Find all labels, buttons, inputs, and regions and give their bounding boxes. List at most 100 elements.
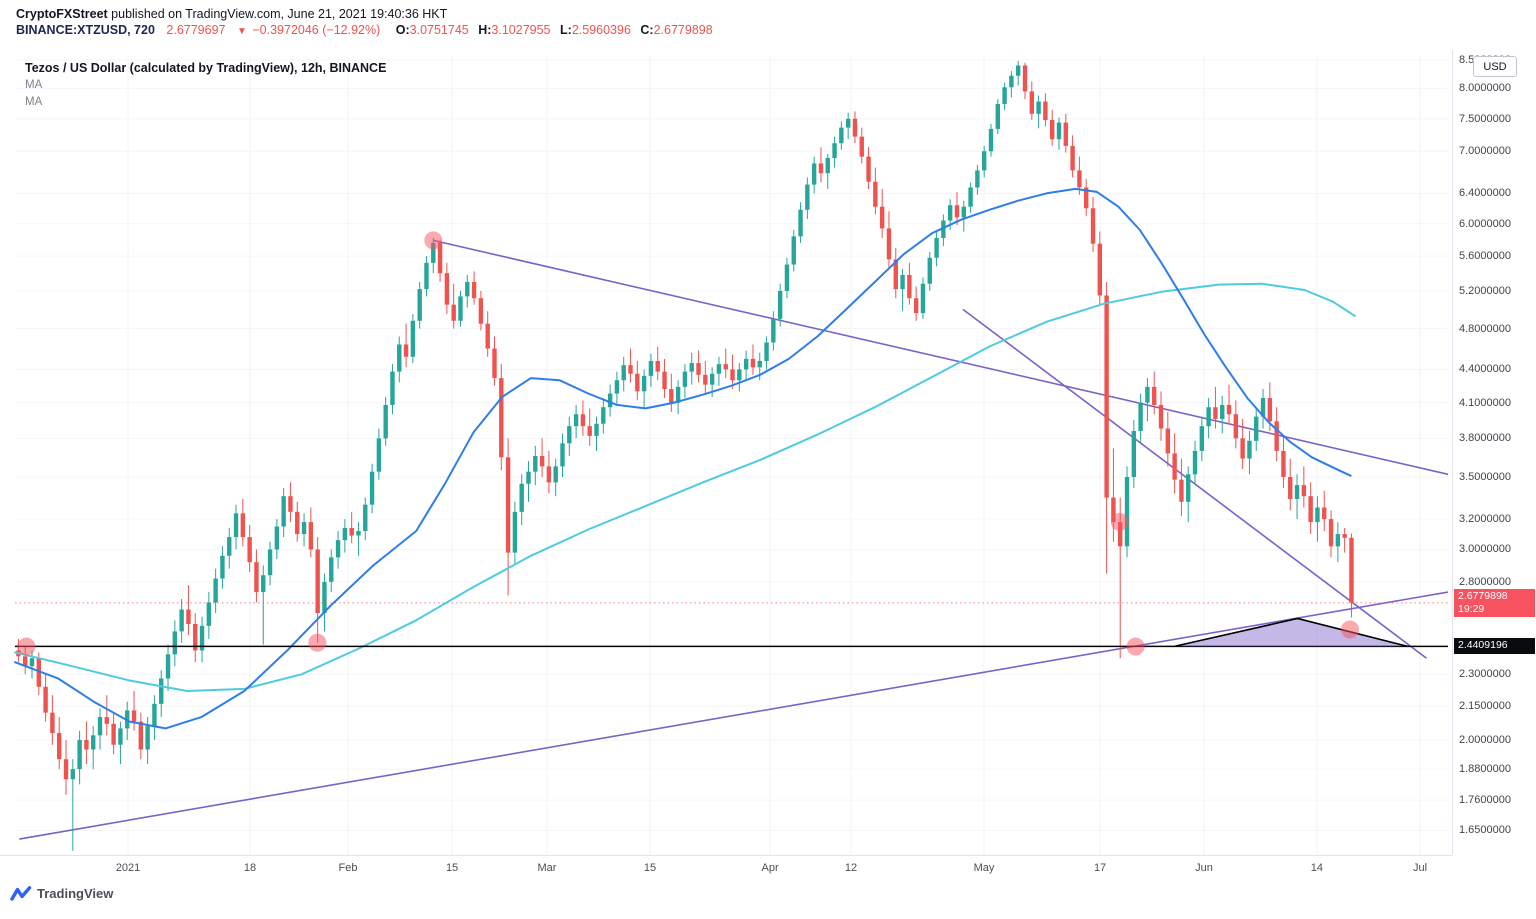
candle-body bbox=[669, 389, 674, 403]
candle-body bbox=[648, 360, 654, 376]
candle-body bbox=[1111, 497, 1116, 523]
time-axis-label: 12 bbox=[844, 862, 858, 874]
candle-body bbox=[519, 483, 524, 512]
candle-body bbox=[50, 712, 55, 734]
candle-body bbox=[424, 262, 429, 290]
candle-body bbox=[1233, 414, 1239, 439]
candle-body bbox=[1145, 386, 1150, 403]
candle-body bbox=[186, 609, 191, 624]
candle-body bbox=[165, 654, 171, 679]
candle-body bbox=[240, 513, 246, 538]
candle-body bbox=[179, 609, 184, 632]
price-axis-label: 4.4000000 bbox=[1459, 363, 1511, 376]
candle-body bbox=[220, 555, 225, 579]
candle-body bbox=[533, 455, 538, 472]
candle-body bbox=[227, 537, 232, 556]
tradingview-brand[interactable]: TradingView bbox=[37, 886, 114, 901]
time-axis[interactable]: 2021 18 Feb 15 Mar 15 Apr 12 May 17 Jun 14 Jul bbox=[0, 855, 1452, 881]
ohlc-close: C:2.6779898 bbox=[640, 23, 713, 37]
candle-body bbox=[84, 740, 89, 750]
candle-body bbox=[859, 136, 864, 157]
candle-body bbox=[1097, 243, 1103, 296]
price-axis-label: 1.7600000 bbox=[1459, 794, 1511, 807]
candle-body bbox=[471, 281, 477, 299]
chart-canvas[interactable] bbox=[0, 50, 1452, 856]
price-axis-label: 7.5000000 bbox=[1459, 112, 1511, 125]
candle-body bbox=[614, 380, 620, 394]
footer: TradingView bbox=[10, 886, 113, 901]
candle-body bbox=[213, 578, 218, 603]
price-axis-label: 5.6000000 bbox=[1459, 250, 1511, 263]
candle-body bbox=[961, 206, 966, 218]
candle-body bbox=[159, 678, 164, 704]
candle-body bbox=[662, 371, 667, 390]
price-axis-label: 8.0000000 bbox=[1459, 82, 1511, 95]
candle-body bbox=[784, 264, 790, 291]
candle-body bbox=[349, 528, 354, 536]
price-change: −0.3972046 (−12.92%) bbox=[252, 23, 381, 37]
chart-title: Tezos / US Dollar (calculated by Trading… bbox=[25, 61, 387, 75]
candle-body bbox=[1172, 453, 1177, 480]
currency-usd-button[interactable]: USD bbox=[1473, 56, 1517, 77]
candle-body bbox=[417, 289, 422, 321]
price-axis-label: 5.2000000 bbox=[1459, 284, 1511, 297]
candle-body bbox=[1118, 522, 1123, 547]
time-axis-label: 18 bbox=[243, 862, 257, 874]
ohlc-high: H:3.1027955 bbox=[478, 23, 551, 37]
candle-body bbox=[1308, 496, 1313, 523]
candle-body bbox=[567, 426, 572, 444]
candle-body bbox=[301, 522, 307, 535]
time-axis-label: Apr bbox=[761, 862, 779, 874]
candle-body bbox=[1206, 407, 1211, 427]
candle-body bbox=[1281, 450, 1286, 477]
candle-body bbox=[1152, 386, 1157, 405]
candle-body bbox=[995, 103, 1000, 129]
candle-body bbox=[1274, 421, 1279, 451]
level-badge: 2.4409196 bbox=[1454, 638, 1535, 655]
candle-body bbox=[43, 686, 48, 713]
candle-body bbox=[1213, 407, 1218, 419]
candle-body bbox=[451, 304, 456, 321]
candle-body bbox=[247, 537, 252, 563]
price-axis-label: 4.1000000 bbox=[1459, 396, 1511, 409]
candle-body bbox=[138, 721, 144, 750]
candle-body bbox=[1015, 65, 1021, 76]
candle-body bbox=[199, 625, 205, 651]
candle-body bbox=[886, 228, 892, 260]
price-axis-label: 4.8000000 bbox=[1459, 322, 1511, 335]
candle-body bbox=[410, 320, 416, 357]
down-arrow-icon: ▼ bbox=[236, 26, 247, 37]
candle-body bbox=[1247, 440, 1252, 459]
candle-body bbox=[465, 281, 470, 297]
candle-body bbox=[152, 703, 157, 727]
tradingview-logo-icon[interactable] bbox=[10, 886, 32, 901]
candle-body bbox=[376, 438, 382, 472]
candle-body bbox=[23, 656, 28, 667]
candle-body bbox=[1267, 398, 1273, 422]
price-axis[interactable]: 8.50000008.00000007.50000007.00000006.40… bbox=[1452, 50, 1536, 855]
candle-body bbox=[1043, 101, 1048, 121]
candle-body bbox=[1124, 476, 1130, 547]
candle-body bbox=[879, 206, 885, 229]
candle-body bbox=[709, 373, 715, 385]
candle-body bbox=[1022, 65, 1028, 92]
candle-body bbox=[342, 528, 348, 541]
candle-body bbox=[145, 726, 150, 750]
candle-body bbox=[274, 526, 280, 550]
candle-body bbox=[730, 369, 735, 381]
candle-body bbox=[29, 658, 35, 667]
candle-body bbox=[63, 759, 69, 780]
candle-body bbox=[675, 386, 681, 403]
time-axis-label: 17 bbox=[1093, 862, 1107, 874]
candle-body bbox=[1104, 295, 1109, 498]
candle-body bbox=[601, 407, 606, 424]
candle-body bbox=[832, 143, 837, 158]
marker-circle bbox=[308, 633, 327, 652]
candle-body bbox=[573, 414, 579, 427]
candle-body bbox=[1029, 91, 1034, 114]
time-axis-label: 2021 bbox=[115, 862, 141, 874]
candle-body bbox=[764, 342, 769, 361]
candle-body bbox=[947, 205, 953, 221]
marker-circle bbox=[1126, 637, 1145, 656]
